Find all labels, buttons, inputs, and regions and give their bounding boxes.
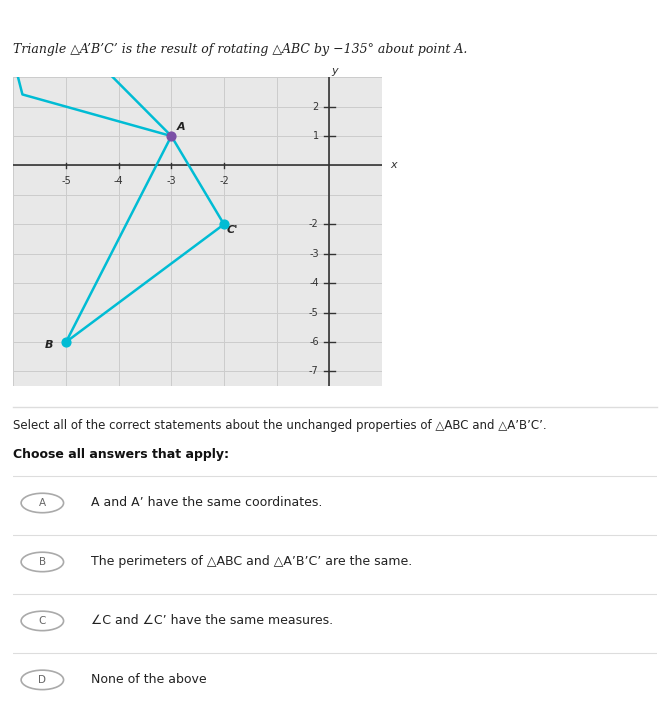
Text: A and A’ have the same coordinates.: A and A’ have the same coordinates.	[90, 496, 322, 510]
Text: B: B	[45, 340, 54, 350]
Text: 1: 1	[313, 131, 319, 141]
Text: B: B	[39, 557, 46, 567]
Text: 2: 2	[312, 102, 319, 112]
Text: A: A	[177, 122, 185, 132]
Text: -7: -7	[309, 366, 319, 376]
Text: C': C'	[226, 225, 238, 235]
Point	[166, 131, 177, 142]
Text: -3: -3	[309, 249, 319, 259]
Text: -6: -6	[309, 337, 319, 347]
Point	[218, 219, 229, 230]
Text: y: y	[331, 66, 338, 77]
Text: -5: -5	[309, 307, 319, 317]
Text: -5: -5	[61, 176, 71, 186]
Text: -4: -4	[309, 278, 319, 288]
Text: -2: -2	[219, 176, 229, 186]
Text: -3: -3	[167, 176, 176, 186]
Text: None of the above: None of the above	[90, 673, 206, 687]
Text: -4: -4	[114, 176, 123, 186]
Text: Select all of the correct statements about the unchanged properties of △ABC and : Select all of the correct statements abo…	[13, 419, 547, 432]
Text: The perimeters of △ABC and △A’B’C’ are the same.: The perimeters of △ABC and △A’B’C’ are t…	[90, 555, 412, 569]
Text: C: C	[39, 616, 46, 626]
Text: Triangle △A’B’C’ is the result of rotating △ABC by −135° about point A.: Triangle △A’B’C’ is the result of rotati…	[13, 43, 468, 55]
Text: ∠C and ∠C’ have the same measures.: ∠C and ∠C’ have the same measures.	[90, 614, 333, 628]
Text: D: D	[38, 675, 46, 685]
Text: A: A	[39, 498, 46, 508]
Text: x: x	[390, 161, 397, 171]
Text: Choose all answers that apply:: Choose all answers that apply:	[13, 449, 229, 461]
Point	[61, 336, 72, 347]
Text: -2: -2	[309, 219, 319, 230]
